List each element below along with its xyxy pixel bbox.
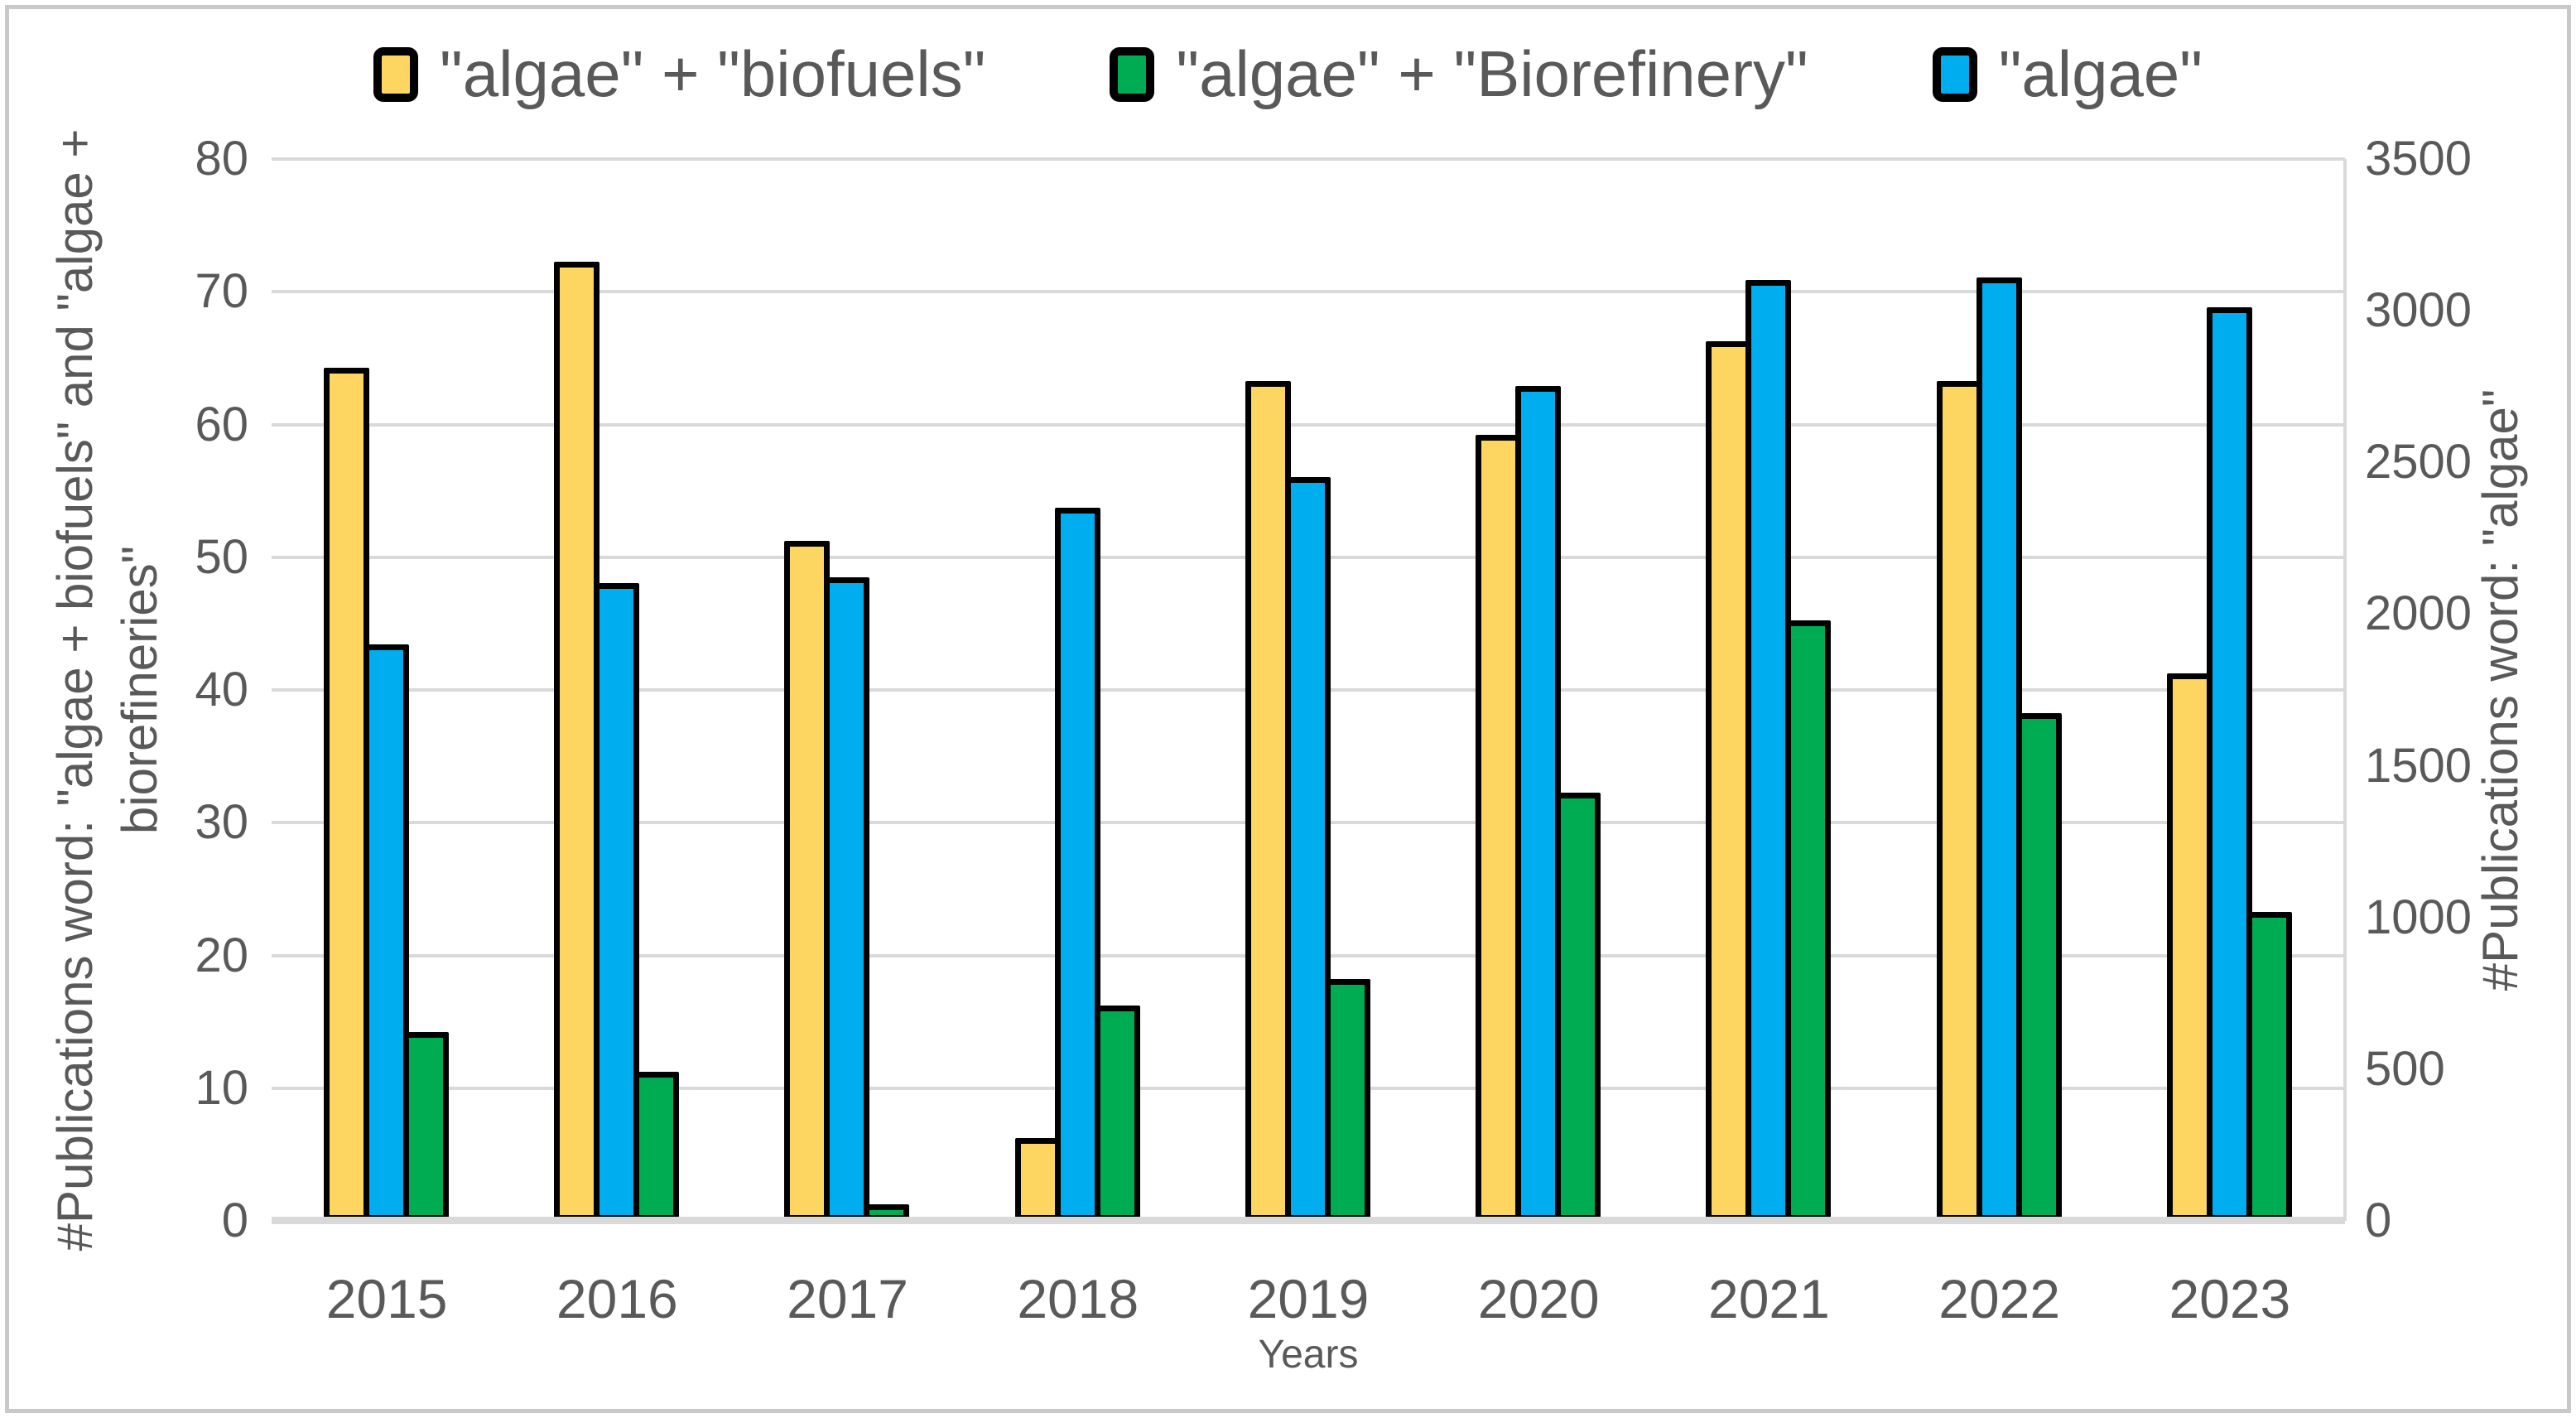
year-label: 2020 (1477, 1268, 1600, 1329)
legend-label: "algae" + "Biorefinery" (1176, 37, 1808, 110)
gridline (272, 290, 2345, 294)
bar-2023 (2246, 912, 2292, 1221)
legend: "algae" + "biofuels" "algae" + "Biorefine… (0, 36, 2576, 112)
right-tick-label: 1000 (2365, 890, 2472, 944)
x-axis-title: Years (1258, 1333, 1359, 1377)
bar-2020 (1555, 793, 1601, 1221)
bar-2022 (1936, 381, 1982, 1221)
bar-2018 (1094, 1005, 1140, 1221)
bar-2017 (824, 577, 870, 1221)
bar-2020 (1515, 386, 1562, 1221)
left-tick-label: 10 (195, 1060, 248, 1115)
year-label: 2016 (556, 1268, 678, 1329)
right-tick-label: 2000 (2365, 586, 2472, 641)
bar-2021 (1706, 341, 1752, 1221)
right-tick-label: 3000 (2365, 283, 2472, 338)
left-tick-label: 50 (195, 529, 248, 584)
bar-2015 (324, 368, 369, 1221)
year-label: 2021 (1708, 1268, 1830, 1329)
x-axis-labels: 2015 2016 2017 2018 2019 2020 2021 2022 2023 (272, 1267, 2345, 1330)
x-axis-line (272, 1217, 2345, 1224)
left-tick-label: 60 (195, 397, 248, 451)
bar-2022 (2015, 713, 2062, 1221)
year-label: 2019 (1247, 1268, 1370, 1329)
legend-swatch-icon (1110, 46, 1155, 102)
right-tick-label: 1500 (2365, 738, 2472, 793)
left-tick-label: 30 (195, 795, 248, 850)
right-tick-label: 3500 (2365, 132, 2472, 186)
year-label: 2022 (1938, 1268, 2061, 1329)
legend-item: "algae" + "Biorefinery" (1110, 36, 1808, 112)
plot-area (272, 157, 2347, 1224)
year-label: 2015 (325, 1268, 448, 1329)
bar-2018 (1014, 1137, 1061, 1221)
bar-2021 (1785, 620, 1832, 1221)
legend-swatch-icon (373, 46, 419, 102)
left-tick-label: 0 (221, 1194, 248, 1247)
legend-swatch-icon (1932, 46, 1977, 102)
bar-2018 (1054, 507, 1100, 1221)
bar-2015 (364, 644, 409, 1221)
bar-2016 (594, 583, 640, 1221)
gridline (272, 157, 2345, 161)
left-tick-label: 80 (195, 132, 248, 186)
left-axis-title-line1: #Publications word: "algae + biofuels" a… (47, 128, 103, 1252)
legend-item: "algae" (1932, 36, 2203, 112)
legend-label: "algae" (1998, 37, 2203, 110)
left-tick-label: 70 (195, 264, 248, 319)
secondary-axis-line (2343, 159, 2347, 1221)
bar-2019 (1324, 978, 1370, 1221)
bar-2019 (1245, 381, 1291, 1221)
bar-2020 (1476, 434, 1522, 1221)
left-tick-label: 20 (195, 928, 248, 982)
bar-2019 (1284, 477, 1331, 1221)
right-tick-label: 2500 (2365, 435, 2472, 490)
bar-2021 (1745, 280, 1792, 1221)
right-tick-label: 500 (2365, 1041, 2445, 1096)
bar-2016 (633, 1071, 680, 1221)
bar-2016 (554, 262, 600, 1221)
right-tick-label: 0 (2365, 1194, 2392, 1247)
bar-2023 (2206, 307, 2252, 1221)
legend-item: "algae" + "biofuels" (373, 36, 985, 112)
bar-2015 (403, 1031, 449, 1221)
year-label: 2017 (787, 1268, 908, 1329)
year-label: 2023 (2169, 1268, 2291, 1329)
bar-2017 (784, 540, 831, 1221)
right-axis-title: #Publications word: "algae" (2472, 388, 2528, 991)
bar-2022 (1976, 277, 2022, 1221)
legend-label: "algae" + "biofuels" (440, 37, 986, 110)
left-tick-label: 40 (195, 663, 248, 716)
gridline (272, 422, 2345, 427)
year-label: 2018 (1017, 1268, 1139, 1329)
bar-2023 (2166, 673, 2212, 1221)
